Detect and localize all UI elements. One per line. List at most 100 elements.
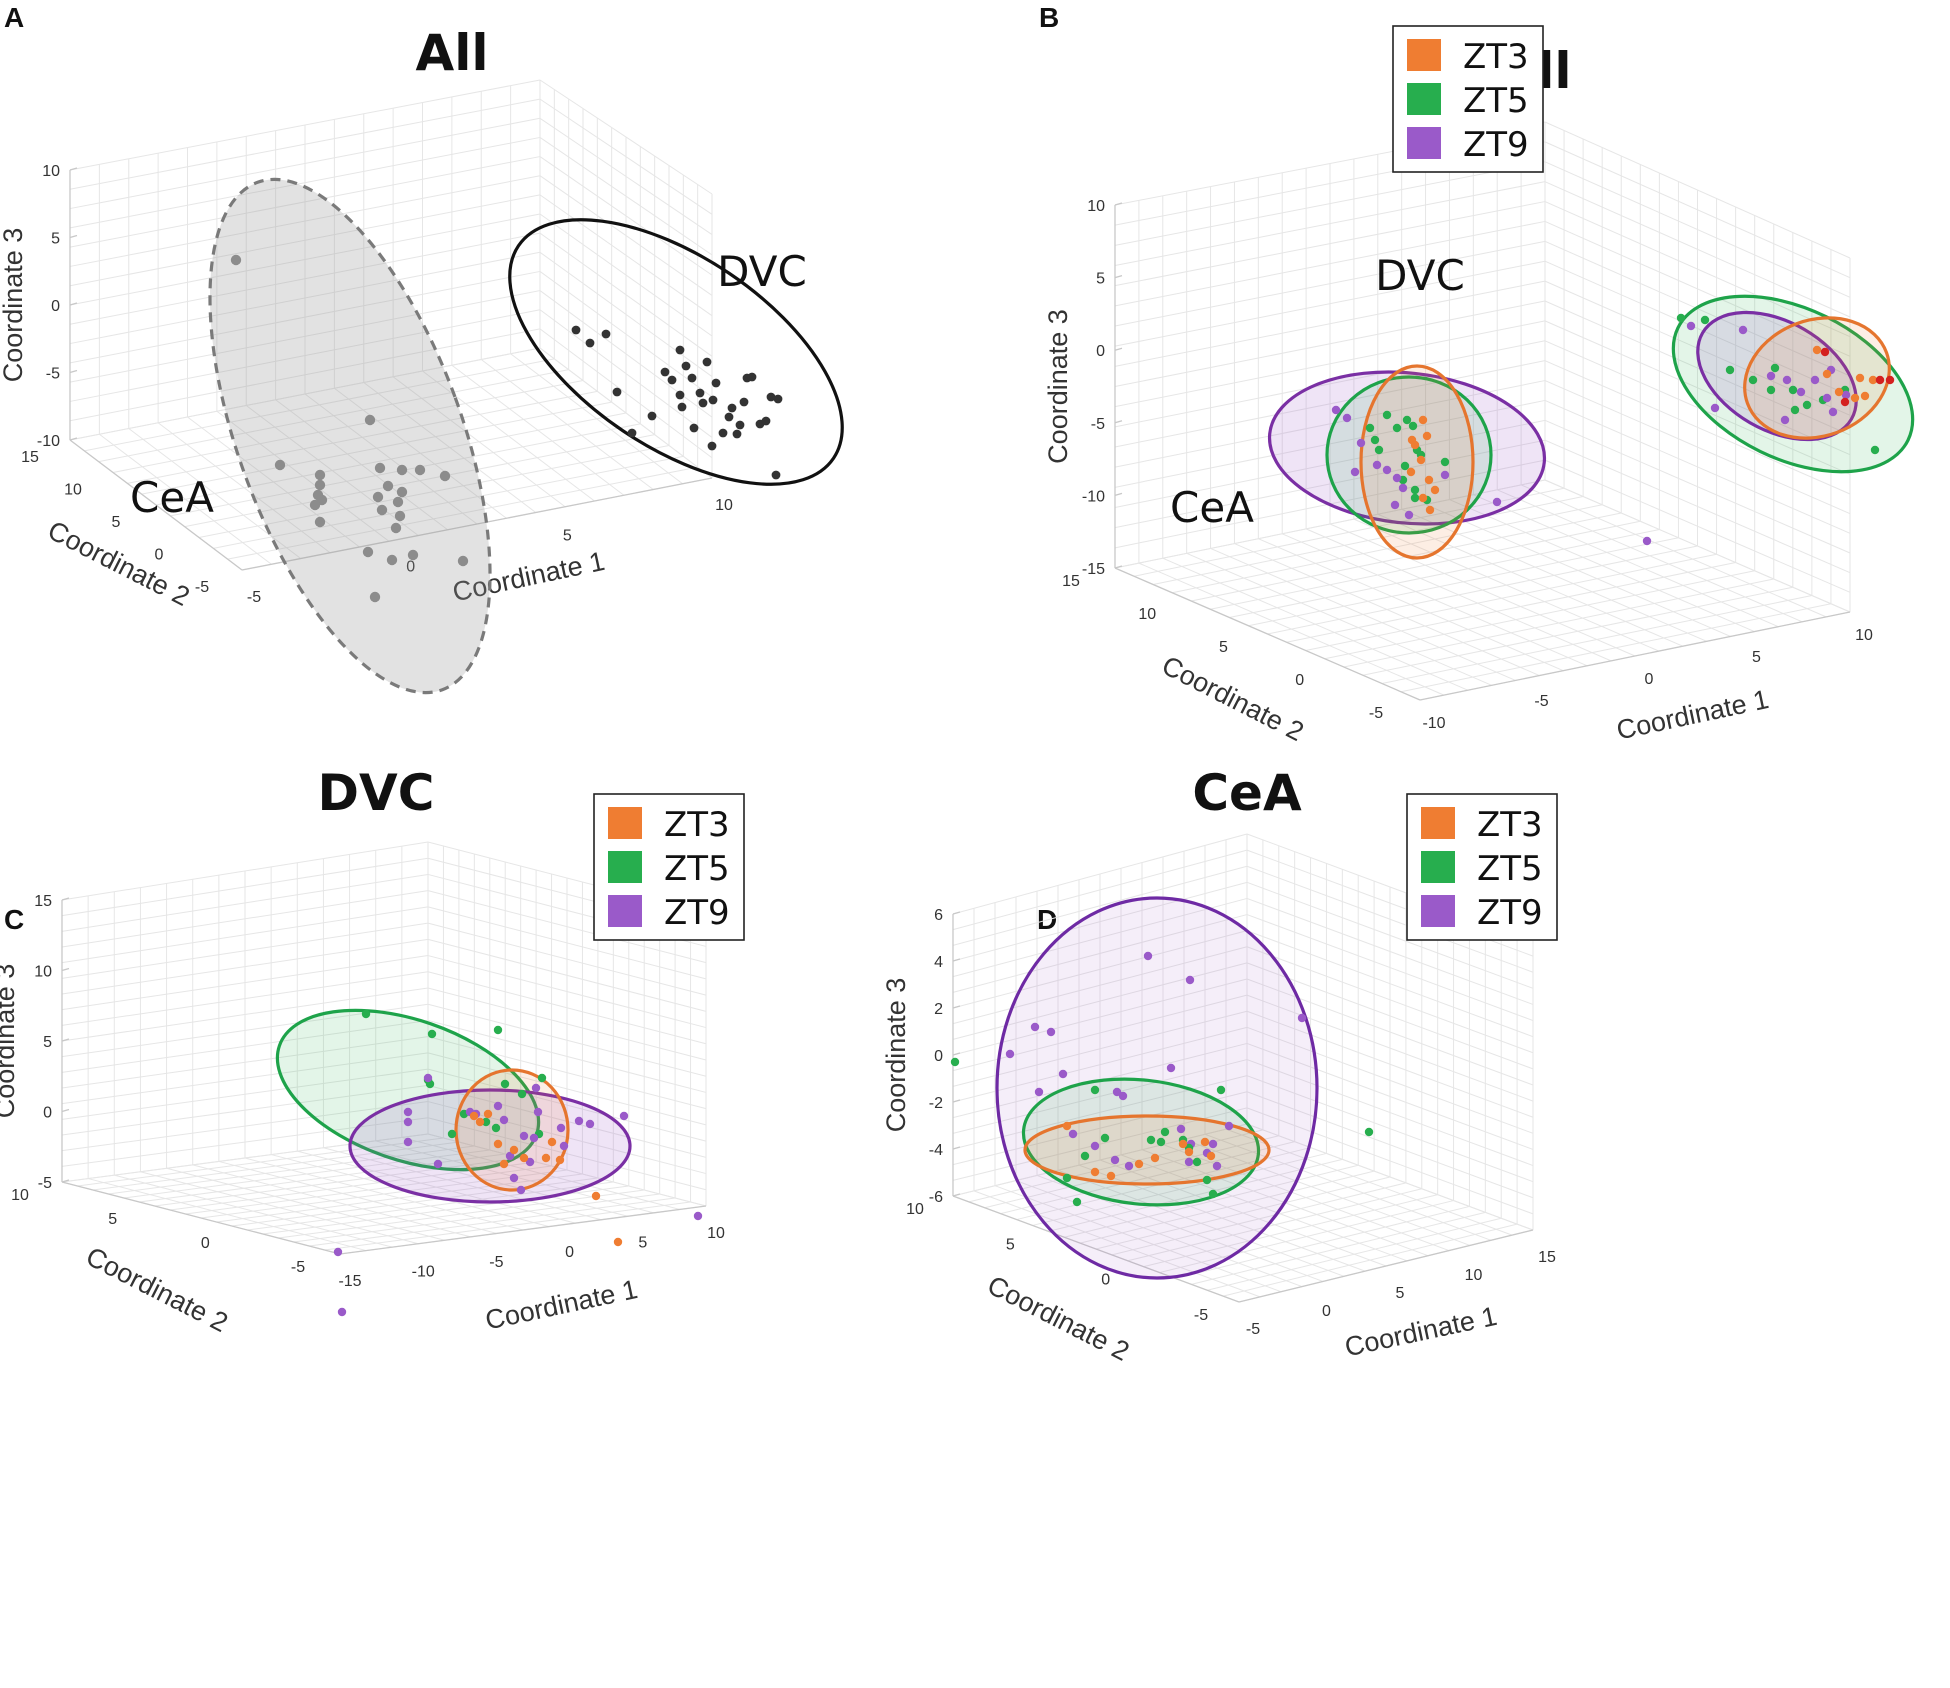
grid-line — [427, 938, 707, 1012]
grid-line — [1544, 360, 1851, 495]
grid-line — [539, 79, 713, 195]
point-zt3 — [547, 1137, 557, 1147]
grid-line — [278, 1189, 645, 1239]
dvc-point — [708, 395, 718, 405]
grid-line — [539, 137, 713, 256]
dvc-point — [585, 338, 595, 348]
cea-point-zt5 — [1146, 1135, 1156, 1145]
z-tick-label: 6 — [934, 907, 943, 924]
grid-line — [69, 213, 541, 306]
grid-line — [69, 175, 541, 267]
cea-point — [386, 554, 398, 566]
grid-line — [1229, 529, 1660, 618]
legend-label-zt5: ZT5 — [664, 849, 730, 889]
dvc-point-zt5 — [1802, 400, 1812, 410]
x-tick-label: -10 — [1422, 715, 1445, 732]
z-tick-mark — [1114, 347, 1123, 351]
x-tick-label: 5 — [1752, 649, 1761, 666]
point-zt3-group — [469, 1109, 623, 1247]
dvc-point-zt9 — [1738, 325, 1748, 335]
dvc-point-zt9 — [1796, 387, 1806, 397]
cea-ellipse-zt9 — [995, 896, 1319, 1280]
point-zt3 — [519, 1153, 529, 1163]
grid-line — [1207, 1217, 1502, 1291]
cea-point-zt9 — [1382, 465, 1392, 475]
cea-point-zt5 — [1080, 1151, 1090, 1161]
cea-point-zt9 — [1372, 460, 1382, 470]
z-tick-mark — [61, 1108, 70, 1113]
cea-point-group — [230, 254, 469, 603]
cea-point — [396, 486, 408, 498]
z-tick-mark — [952, 1052, 961, 1056]
grid-line — [61, 1019, 429, 1073]
grid-line — [952, 1091, 1248, 1166]
point-zt5 — [427, 1029, 437, 1039]
point-zt5 — [361, 1009, 371, 1019]
z-tick-mark — [69, 369, 78, 374]
grid-lines — [61, 841, 707, 1255]
point-zt9 — [556, 1123, 566, 1133]
cea-point-zt9 — [1166, 1063, 1176, 1073]
dvc-point-red — [1875, 375, 1885, 385]
cea-ellipse — [208, 177, 492, 695]
grid-line — [155, 412, 627, 506]
point-zt9 — [505, 1151, 515, 1161]
point-zt9 — [559, 1141, 569, 1151]
panel-b: B 10 5 0 -5 -10 -15 15 10 5 0 -5 -10 -5 0 5 10 Coordinat… — [975, 0, 1950, 844]
grid-line — [1246, 881, 1534, 989]
y-tick-label: -5 — [1369, 705, 1383, 722]
grid-line — [1400, 603, 1832, 693]
cea-point-zt5 — [1062, 1173, 1072, 1183]
cea-point-zt9 — [1124, 1161, 1134, 1171]
cea-point-zt5 — [1208, 1189, 1218, 1199]
z-tick-label: -5 — [46, 366, 60, 383]
grid-line — [61, 1068, 429, 1120]
grid-line — [1000, 1141, 1295, 1215]
point-zt9 — [403, 1117, 413, 1127]
cea-point-zt5 — [1072, 1197, 1082, 1207]
z-tick-mark — [61, 1179, 70, 1183]
grid-line — [69, 328, 541, 422]
z-tick-mark — [1114, 420, 1123, 424]
dvc-point-zt9 — [1782, 375, 1792, 385]
cea-point — [314, 479, 326, 491]
dvc-point-zt3 — [1822, 369, 1832, 379]
grid-line — [1343, 578, 1774, 668]
dvc-point-red — [1840, 397, 1850, 407]
z-axis-label: Coordinate 3 — [0, 228, 28, 383]
z-tick-label: -5 — [1091, 416, 1105, 433]
grid-line — [61, 906, 429, 964]
dvc-point — [675, 390, 685, 400]
grid-line — [98, 369, 569, 463]
y-axis-label: Coordinate 2 — [81, 1241, 232, 1338]
z-tick-label: 0 — [43, 1105, 52, 1122]
dvc-point-zt5 — [1770, 363, 1780, 373]
z-tick-label: 0 — [1096, 343, 1105, 360]
point-zt9-group — [333, 1073, 703, 1317]
grid-line — [539, 309, 713, 438]
z-tick-mark — [952, 1005, 961, 1009]
x-axis-line — [339, 1205, 707, 1255]
legend-swatch-zt9 — [608, 895, 642, 927]
grid-line — [84, 358, 555, 452]
dvc-ellipse — [508, 218, 844, 486]
cea-point-zt3 — [1134, 1159, 1144, 1169]
grid-line — [92, 1141, 459, 1191]
grid-line — [1324, 570, 1755, 660]
grid-line — [1143, 1194, 1438, 1268]
cea-point-zt9 — [1342, 413, 1352, 423]
z-tick-mark — [1114, 492, 1123, 497]
legend-swatch-zt9 — [1407, 127, 1441, 159]
legend-swatch-zt5 — [1407, 83, 1441, 115]
legend-label-zt9: ZT9 — [1463, 125, 1529, 165]
grid-line — [539, 251, 713, 377]
y-tick-label: 5 — [108, 1211, 117, 1228]
x-tick-label: 10 — [1855, 627, 1873, 644]
grid-line — [427, 1052, 707, 1126]
cea-point-zt3 — [1430, 485, 1440, 495]
dvc-point — [761, 416, 771, 426]
grid-line — [427, 890, 707, 964]
cea-point-zt5 — [1410, 493, 1420, 503]
x-tick-label: -15 — [338, 1273, 361, 1290]
dvc-point — [707, 441, 717, 451]
